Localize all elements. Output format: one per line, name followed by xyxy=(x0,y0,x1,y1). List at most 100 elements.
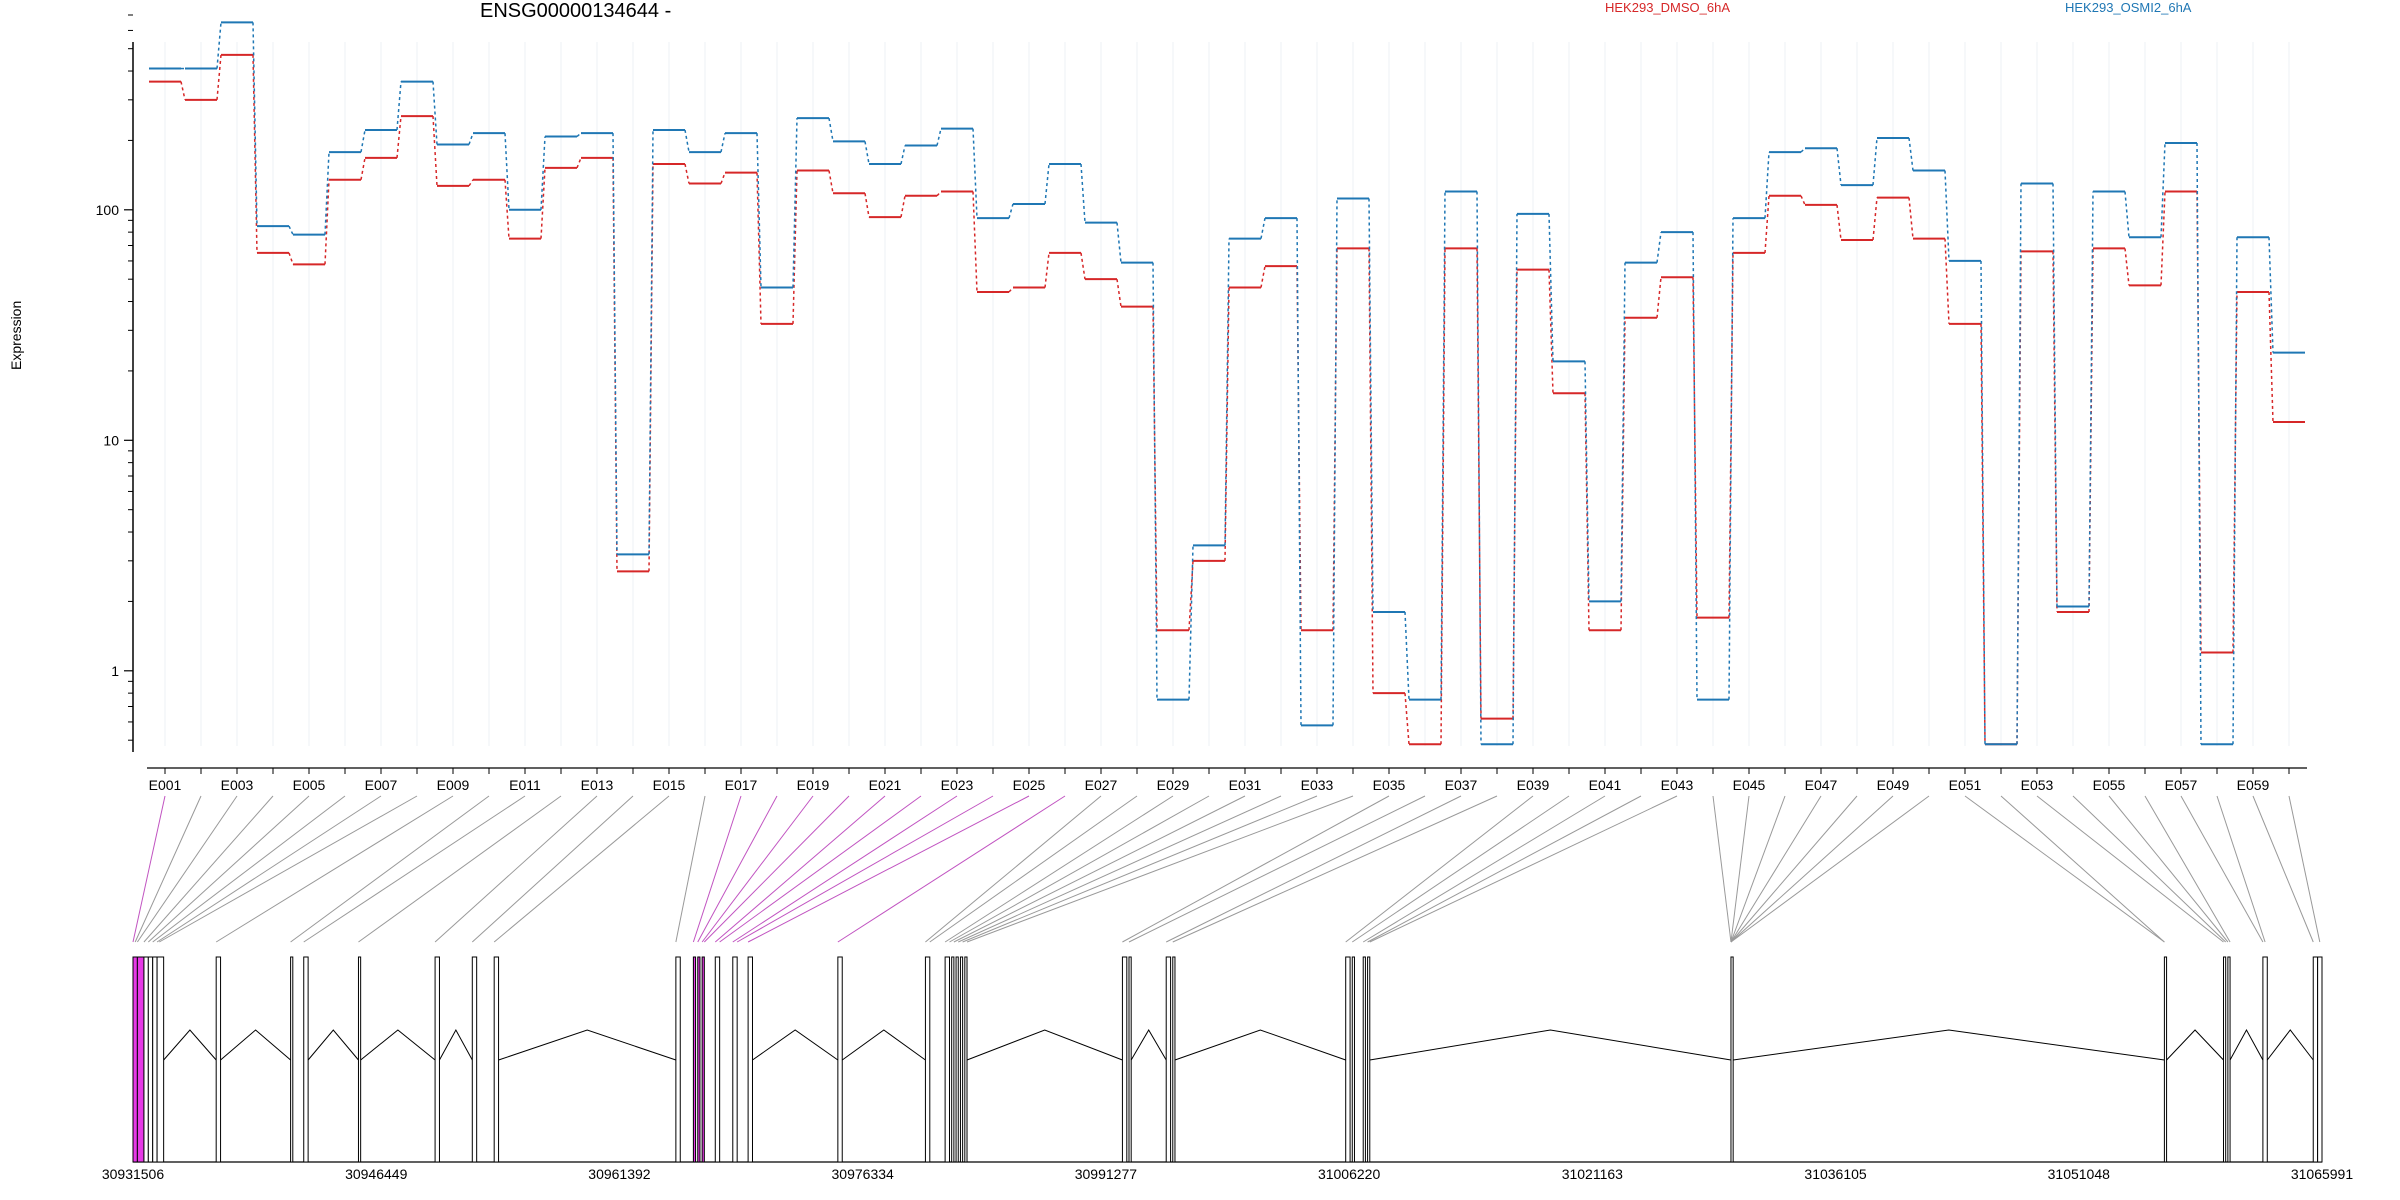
intron-line xyxy=(2229,1028,2264,1061)
exon-box xyxy=(1121,956,1128,1163)
dmso-connector xyxy=(1332,248,1338,631)
exon-box xyxy=(132,956,138,1163)
osmi2-connector xyxy=(2016,183,2022,745)
x-tick-label: E029 xyxy=(1157,777,1190,793)
exon-box xyxy=(290,956,294,1163)
exon-mapping-line xyxy=(2180,795,2264,943)
exon-mapping-line xyxy=(958,795,1282,943)
exon-mapping-line xyxy=(152,795,346,943)
x-tick-label: E015 xyxy=(653,777,686,793)
x-tick-label: E001 xyxy=(149,777,182,793)
osmi2-connector xyxy=(2160,142,2166,238)
dmso-connector xyxy=(720,172,726,184)
genomic-tick-label: 31065991 xyxy=(2291,1166,2354,1182)
exon-box xyxy=(951,956,955,1163)
intron-line xyxy=(1733,1029,2165,1061)
exon-box xyxy=(471,956,478,1163)
exon-mapping-line xyxy=(747,795,1030,943)
dmso-connector xyxy=(684,163,690,184)
osmi2-connector xyxy=(288,225,294,235)
exon-mapping-line xyxy=(837,795,1066,943)
osmi2-connector xyxy=(792,118,798,288)
dmso-connector xyxy=(864,193,870,218)
dmso-connector xyxy=(936,191,942,197)
exon-box xyxy=(675,956,681,1163)
x-tick-label: E041 xyxy=(1589,777,1622,793)
exon-mapping-line xyxy=(132,795,166,943)
genomic-tick-label: 31036105 xyxy=(1804,1166,1867,1182)
dmso-connector xyxy=(180,81,186,100)
dmso-connector xyxy=(1836,204,1842,241)
dmso-connector xyxy=(468,179,474,187)
x-tick-label: E057 xyxy=(2165,777,2198,793)
exon-box xyxy=(714,956,721,1163)
exon-mapping-line xyxy=(703,795,850,943)
exon-mapping-line xyxy=(2216,795,2266,943)
exon-mapping-line xyxy=(719,795,922,943)
osmi2-connector xyxy=(1044,163,1050,205)
exon-mapping-line xyxy=(1128,795,1426,943)
dmso-connector xyxy=(1404,693,1410,745)
intron-line xyxy=(2166,1029,2224,1061)
exon-box xyxy=(2312,956,2319,1163)
exon-box xyxy=(215,956,222,1163)
exon-box xyxy=(837,956,843,1163)
exon-mapping-line xyxy=(2036,795,2224,943)
exon-mapping-line xyxy=(2108,795,2229,943)
exon-mapping-line xyxy=(949,795,1210,943)
exon-box xyxy=(732,956,738,1163)
exon-box xyxy=(747,956,753,1163)
osmi2-connector xyxy=(2196,142,2202,745)
exon-box xyxy=(2262,956,2268,1163)
exon-mapping-line xyxy=(1730,795,1858,943)
osmi2-connector xyxy=(1908,137,1914,171)
osmi2-connector xyxy=(1584,361,1590,602)
dmso-connector xyxy=(1512,269,1518,719)
intron-line xyxy=(220,1029,291,1061)
exon-mapping-line xyxy=(2288,795,2321,943)
exon-box xyxy=(924,956,931,1163)
dmso-connector xyxy=(432,116,438,186)
x-tick-label: E047 xyxy=(1805,777,1838,793)
exon-box xyxy=(2227,956,2231,1163)
exon-mapping-line xyxy=(2000,795,2165,943)
x-tick-label: E043 xyxy=(1661,777,1694,793)
genomic-tick-label: 30961392 xyxy=(588,1166,651,1182)
exon-mapping-line xyxy=(1964,795,2165,943)
exon-mapping-line xyxy=(675,795,706,943)
osmi2-connector xyxy=(756,133,762,288)
exon-mapping-line xyxy=(732,795,958,943)
intron-line xyxy=(163,1029,217,1061)
dmso-connector xyxy=(1080,252,1086,280)
osmi2-connector xyxy=(1980,260,1986,745)
dmso-connector xyxy=(1944,238,1950,324)
x-tick-label: E031 xyxy=(1229,777,1262,793)
osmi2-connector xyxy=(396,81,402,131)
dmso-connector xyxy=(1980,323,1986,745)
osmi2-connector xyxy=(2268,237,2274,353)
exon-box xyxy=(156,956,165,1163)
osmi2-connector xyxy=(1476,191,1482,745)
exon-mapping-line xyxy=(1362,795,1606,943)
x-tick-label: E011 xyxy=(509,777,541,793)
x-tick-label: E027 xyxy=(1085,777,1118,793)
chart-title: ENSG00000134644 - xyxy=(480,0,672,22)
y-tick-label: 1 xyxy=(111,663,119,679)
dmso-connector xyxy=(1872,197,1878,241)
exon-box xyxy=(959,956,964,1163)
genomic-tick-label: 30931506 xyxy=(102,1166,165,1182)
exon-mapping-line xyxy=(434,795,598,943)
dmso-connector xyxy=(324,179,330,265)
exon-box xyxy=(1172,956,1176,1163)
exon-box xyxy=(692,956,697,1163)
exon-mapping-line xyxy=(2144,795,2231,943)
dmso-connector xyxy=(1440,248,1446,745)
osmi2-connector xyxy=(648,129,654,555)
x-tick-label: E049 xyxy=(1877,777,1910,793)
genomic-tick-label: 30991277 xyxy=(1075,1166,1138,1182)
exon-mapping-line xyxy=(1369,795,1678,943)
osmi2-connector xyxy=(684,129,690,153)
exon-mapping-line xyxy=(925,795,1102,943)
osmi2-connector xyxy=(324,152,330,235)
exon-mapping-line xyxy=(290,795,490,943)
